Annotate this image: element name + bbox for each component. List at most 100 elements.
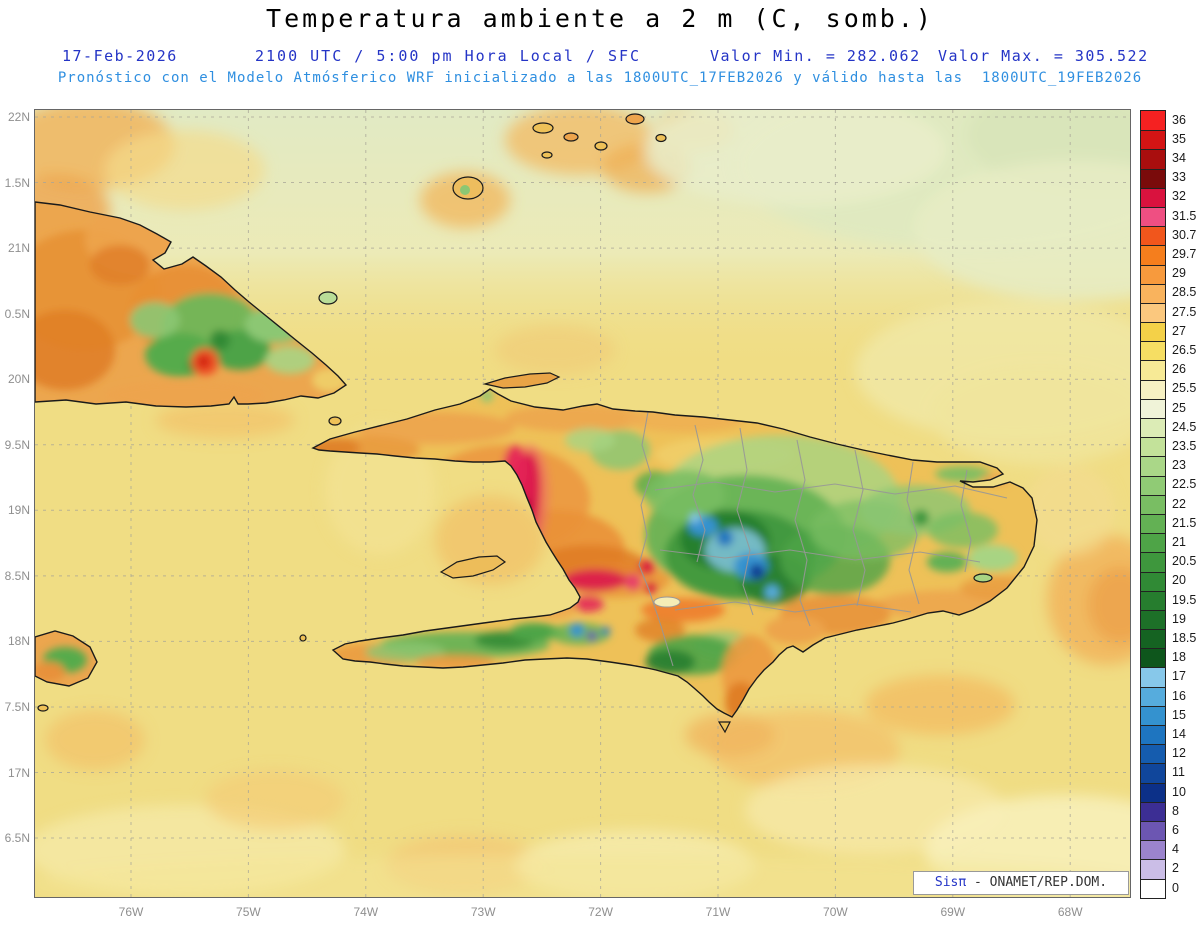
- small-islands: [37, 113, 993, 734]
- cuba-landmass: [35, 202, 346, 407]
- jamaica-landmass: [35, 631, 97, 686]
- tortue-island: [482, 372, 561, 389]
- legend-color-cell: [1141, 130, 1165, 150]
- saona-island: [973, 573, 993, 583]
- legend-color-cell: [1141, 763, 1165, 783]
- legend-color-cell: [1141, 801, 1165, 821]
- lat-tick-label: 0.5N: [4, 306, 30, 321]
- legend-value-label: 19.5: [1172, 592, 1197, 607]
- legend-value-label: 22.5: [1172, 477, 1197, 492]
- lon-tick-label: 73W: [470, 905, 496, 919]
- navassa-island: [299, 634, 307, 642]
- header-min-value: Valor Min. = 282.062: [710, 47, 921, 65]
- legend-color-cell: [1141, 609, 1165, 630]
- legend-value-label: 22: [1172, 496, 1186, 511]
- legend-value-label: 23.5: [1172, 438, 1197, 453]
- lat-tick-label: 9.5N: [4, 437, 30, 452]
- legend-value-label: 21.5: [1172, 515, 1197, 530]
- legend-color-cell: [1141, 820, 1165, 841]
- legend-color-cell: [1141, 552, 1165, 572]
- legend-value-label: 25: [1172, 400, 1186, 415]
- header-max-value: Valor Max. = 305.522: [938, 47, 1149, 65]
- legend-color-cell: [1141, 859, 1165, 879]
- legend-value-label: 24.5: [1172, 419, 1197, 434]
- legend-value-label: 25.5: [1172, 381, 1197, 396]
- legend-value-label: 28.5: [1172, 285, 1197, 300]
- header-date: 17-Feb-2026: [62, 47, 178, 65]
- legend-color-cell: [1141, 705, 1165, 725]
- lon-tick-label: 71W: [705, 905, 731, 919]
- legend-value-label: 30.7: [1172, 227, 1197, 242]
- legend-color-cell: [1141, 667, 1165, 687]
- legend-color-cell: [1141, 245, 1165, 265]
- legend-value-label: 27.5: [1172, 304, 1197, 319]
- legend-value-label: 27: [1172, 323, 1186, 338]
- legend-value-label: 2: [1172, 861, 1179, 876]
- legend-color-cell: [1141, 322, 1165, 342]
- lake-enriquillo: [653, 596, 681, 608]
- legend-color-cell: [1141, 283, 1165, 303]
- color-scale-legend: 36 35 34 33 32 31.5 30.7 29.7 29 28.5 27.5 27 26.5 26…: [1140, 110, 1200, 900]
- legend-color-cell: [1141, 571, 1165, 591]
- legend-value-label: 15: [1172, 707, 1186, 722]
- legend-value-label: 31.5: [1172, 208, 1197, 223]
- lat-tick-label: 1.5N: [4, 175, 30, 190]
- legend-color-cell: [1141, 513, 1165, 534]
- legend-value-label: 26.5: [1172, 342, 1197, 357]
- lat-tick-label: 7.5N: [4, 699, 30, 714]
- legend-value-label: 35: [1172, 131, 1186, 146]
- legend-color-cell: [1141, 341, 1165, 361]
- legend-value-label: 16: [1172, 688, 1186, 703]
- province-boundaries: [638, 411, 1008, 667]
- legend-value-label: 17: [1172, 669, 1186, 684]
- legend-value-label: 12: [1172, 746, 1186, 761]
- legend-color-cell: [1141, 264, 1165, 284]
- legend-value-label: 26: [1172, 362, 1186, 377]
- lon-tick-label: 70W: [823, 905, 848, 919]
- map-canvas: [0, 75, 1200, 915]
- legend-colorbar: [1140, 110, 1166, 899]
- legend-color-cell: [1141, 494, 1165, 514]
- legend-value-label: 4: [1172, 842, 1179, 857]
- legend-value-label: 20: [1172, 573, 1186, 588]
- lon-tick-label: 72W: [588, 905, 613, 919]
- legend-color-cell: [1141, 648, 1165, 668]
- legend-color-cell: [1141, 629, 1165, 649]
- legend-value-label: 32: [1172, 189, 1186, 204]
- legend-color-cell: [1141, 475, 1165, 495]
- legend-value-label: 33: [1172, 170, 1186, 185]
- legend-color-cell: [1141, 149, 1165, 169]
- legend-value-label: 29: [1172, 266, 1186, 281]
- legend-color-cell: [1141, 418, 1165, 438]
- legend-value-label: 23: [1172, 458, 1186, 473]
- temperature-map: [0, 75, 1200, 915]
- legend-color-cell: [1141, 360, 1165, 380]
- legend-value-label: 18: [1172, 650, 1186, 665]
- lon-tick-label: 74W: [353, 905, 379, 919]
- lat-tick-label: 17N: [7, 765, 30, 780]
- legend-color-cell: [1141, 840, 1165, 860]
- legend-value-label: 0: [1172, 880, 1179, 895]
- legend-color-cell: [1141, 782, 1165, 802]
- lat-tick-label: 22N: [7, 110, 30, 124]
- lat-tick-label: 6.5N: [4, 831, 30, 846]
- legend-color-cell: [1141, 302, 1165, 323]
- lon-tick-label: 68W: [1057, 905, 1083, 919]
- legend-value-label: 36: [1172, 112, 1186, 127]
- header-time-info: 2100 UTC / 5:00 pm Hora Local / SFC: [255, 47, 642, 65]
- legend-color-cell: [1141, 456, 1165, 476]
- legend-color-cell: [1141, 379, 1165, 399]
- legend-value-label: 29.7: [1172, 246, 1197, 261]
- page-title: Temperatura ambiente a 2 m (C, somb.): [266, 4, 934, 33]
- lat-tick-label: 8.5N: [4, 568, 30, 583]
- lat-tick-label: 20N: [7, 372, 30, 387]
- legend-color-cell: [1141, 206, 1165, 227]
- legend-color-cell: [1141, 168, 1165, 188]
- legend-color-cell: [1141, 226, 1165, 246]
- lat-tick-label: 19N: [7, 503, 30, 518]
- legend-value-label: 34: [1172, 150, 1186, 165]
- legend-color-cell: [1141, 725, 1165, 745]
- forecast-line: Pronóstico con el Modelo Atmósferico WRF…: [57, 70, 1143, 86]
- legend-color-cell: [1141, 590, 1165, 610]
- watermark-text: - ONAMET/REP.DOM.: [966, 875, 1108, 890]
